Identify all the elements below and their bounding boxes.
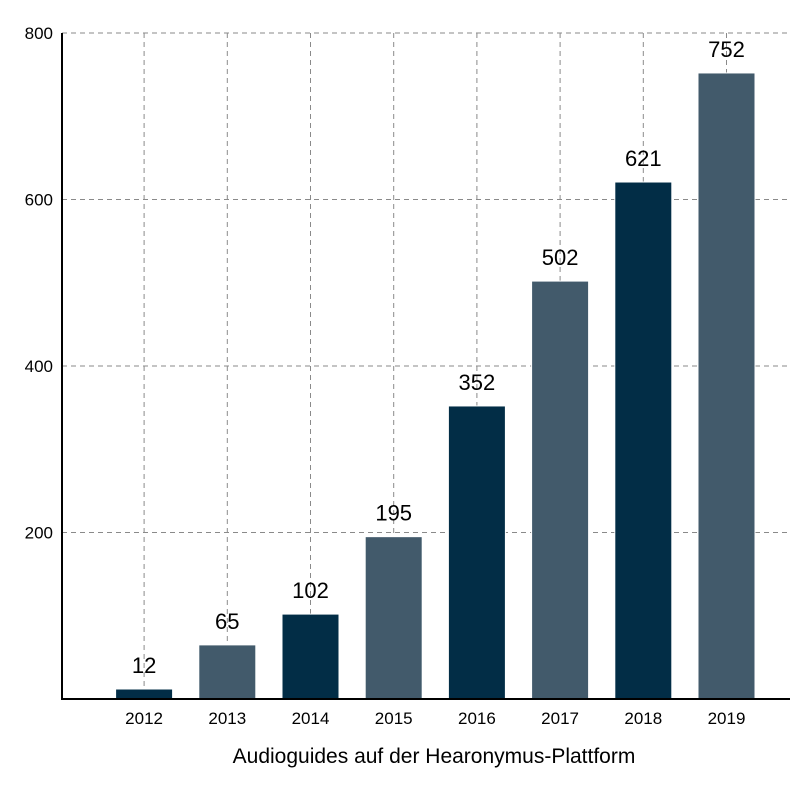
grid [62, 32, 790, 699]
y-tick-label: 200 [25, 524, 53, 543]
bars [115, 72, 756, 700]
y-tick-label: 800 [25, 24, 53, 43]
bar [697, 72, 756, 700]
x-tick-label: 2014 [292, 709, 330, 728]
data-label: 502 [542, 245, 579, 270]
x-tick-label: 2016 [458, 709, 496, 728]
bar [198, 644, 257, 700]
data-label: 102 [292, 578, 329, 603]
data-label: 752 [708, 37, 745, 62]
data-label: 195 [375, 501, 412, 526]
axes [61, 33, 790, 700]
bar [447, 405, 506, 700]
data-label: 352 [459, 370, 496, 395]
y-tick-label: 600 [25, 191, 53, 210]
data-label: 12 [132, 653, 156, 678]
x-tick-label: 2019 [708, 709, 746, 728]
bar [115, 688, 174, 700]
x-axis-title: Audioguides auf der Hearonymus-Plattform [233, 745, 636, 768]
data-label: 621 [625, 146, 662, 171]
labels: 200 400 600 800 12 2012 65 2013 102 2014 195 2015 35… [25, 24, 746, 728]
bar [614, 181, 673, 700]
x-tick-label: 2013 [208, 709, 246, 728]
bar [364, 536, 423, 700]
bar [531, 280, 590, 700]
y-tick-label: 400 [25, 357, 53, 376]
x-tick-label: 2018 [624, 709, 662, 728]
data-label: 65 [215, 609, 239, 634]
bar [281, 613, 340, 700]
x-tick-label: 2017 [541, 709, 579, 728]
x-tick-label: 2015 [375, 709, 413, 728]
x-tick-label: 2012 [125, 709, 163, 728]
